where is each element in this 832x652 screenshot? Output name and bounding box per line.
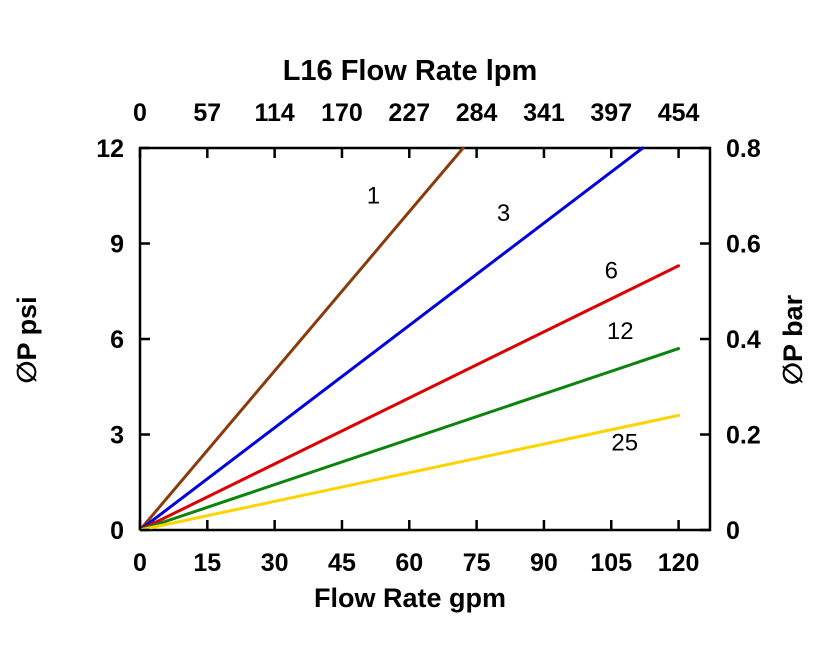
- right-tick-label: 0.2: [726, 422, 761, 450]
- bottom-tick-label: 60: [395, 549, 423, 577]
- left-tick-label: 3: [110, 422, 124, 450]
- right-tick-label: 0.8: [726, 135, 761, 163]
- series-line-1: [138, 146, 465, 532]
- series-line-25: [138, 413, 681, 532]
- series-label-1: 1: [367, 183, 380, 210]
- top-tick-label: 0: [133, 99, 147, 127]
- plot-area: [138, 146, 712, 532]
- top-tick-label: 227: [388, 99, 430, 127]
- right-axis-title: ∅P bar: [778, 294, 808, 385]
- top-tick-label: 397: [590, 99, 632, 127]
- left-tick-label: 6: [110, 326, 124, 354]
- series-line-6: [138, 264, 681, 532]
- top-tick-label: 454: [658, 99, 700, 127]
- series-label-25: 25: [611, 429, 638, 456]
- right-tick-label: 0: [726, 517, 740, 545]
- bottom-tick-label: 0: [133, 549, 147, 577]
- series-label-12: 12: [607, 318, 634, 345]
- bottom-tick-label: 90: [530, 549, 558, 577]
- bottom-tick-label: 45: [328, 549, 356, 577]
- top-tick-label: 284: [456, 99, 498, 127]
- bottom-tick-label: 30: [261, 549, 289, 577]
- top-tick-label: 57: [193, 99, 221, 127]
- left-tick-label: 9: [110, 231, 124, 259]
- top-tick-label: 170: [321, 99, 363, 127]
- bottom-tick-label: 120: [658, 549, 700, 577]
- bottom-tick-label: 15: [193, 549, 221, 577]
- bottom-axis-title: Flow Rate gpm: [314, 583, 506, 613]
- series-label-6: 6: [605, 258, 618, 285]
- bottom-tick-label: 75: [463, 549, 491, 577]
- bottom-tick-label: 105: [590, 549, 632, 577]
- series-line-3: [138, 146, 645, 532]
- right-tick-label: 0.4: [726, 326, 761, 354]
- series-line-12: [138, 347, 681, 532]
- series-label-3: 3: [497, 200, 510, 227]
- top-tick-label: 341: [523, 99, 565, 127]
- left-tick-label: 12: [96, 135, 124, 163]
- left-tick-label: 0: [110, 517, 124, 545]
- right-tick-label: 0.6: [726, 231, 761, 259]
- chart-title: L16 Flow Rate lpm: [283, 55, 538, 87]
- top-tick-label: 114: [254, 99, 294, 127]
- left-axis-title: ∅P psi: [12, 296, 42, 383]
